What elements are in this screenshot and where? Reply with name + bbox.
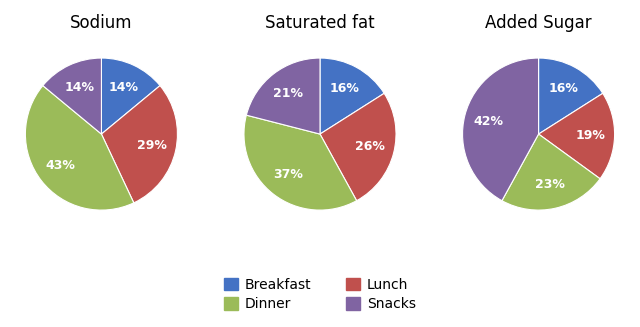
Text: 21%: 21% xyxy=(273,87,303,100)
Text: 14%: 14% xyxy=(108,81,138,94)
Text: 43%: 43% xyxy=(45,159,76,172)
Title: Saturated fat: Saturated fat xyxy=(265,14,375,32)
Text: 16%: 16% xyxy=(548,82,579,95)
Wedge shape xyxy=(320,93,396,201)
Wedge shape xyxy=(502,134,600,210)
Title: Added Sugar: Added Sugar xyxy=(485,14,592,32)
Text: 19%: 19% xyxy=(575,129,605,142)
Wedge shape xyxy=(320,58,384,134)
Text: 23%: 23% xyxy=(535,178,564,191)
Text: 14%: 14% xyxy=(65,81,95,94)
Wedge shape xyxy=(43,58,101,134)
Text: 26%: 26% xyxy=(355,140,385,153)
Wedge shape xyxy=(101,58,160,134)
Title: Sodium: Sodium xyxy=(70,14,132,32)
Text: 37%: 37% xyxy=(273,168,303,181)
Wedge shape xyxy=(246,58,320,134)
Text: 16%: 16% xyxy=(330,82,360,95)
Wedge shape xyxy=(26,86,134,210)
Legend: Breakfast, Dinner, Lunch, Snacks: Breakfast, Dinner, Lunch, Snacks xyxy=(218,272,422,317)
Wedge shape xyxy=(539,93,614,179)
Text: 29%: 29% xyxy=(137,139,167,152)
Wedge shape xyxy=(539,58,603,134)
Wedge shape xyxy=(463,58,539,201)
Wedge shape xyxy=(101,86,177,203)
Text: 42%: 42% xyxy=(474,115,504,128)
Wedge shape xyxy=(244,115,356,210)
